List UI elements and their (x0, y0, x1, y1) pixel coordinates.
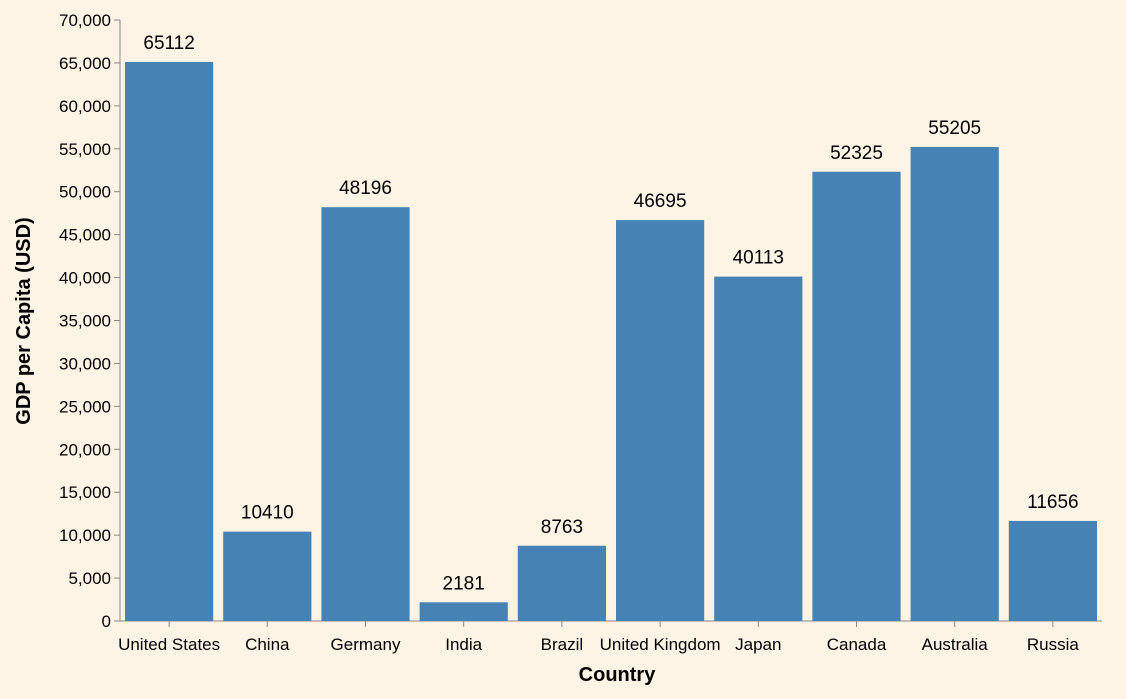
x-tick-label: Japan (735, 635, 781, 654)
y-tick-label: 50,000 (59, 183, 111, 202)
y-tick-label: 10,000 (59, 526, 111, 545)
y-tick-label: 0 (102, 612, 111, 631)
data-label: 55205 (928, 118, 981, 139)
data-label: 65112 (143, 33, 194, 54)
y-tick-label: 60,000 (59, 97, 111, 116)
x-tick-label: India (445, 635, 482, 654)
bar (223, 531, 312, 621)
y-tick-label: 20,000 (59, 440, 111, 459)
y-tick-label: 45,000 (59, 226, 111, 245)
x-axis-title: Country (579, 664, 657, 686)
x-tick-label: Russia (1027, 635, 1080, 654)
bar (714, 276, 803, 621)
y-tick-label: 30,000 (59, 354, 111, 373)
y-tick-label: 25,000 (59, 397, 111, 416)
bars-group (125, 61, 1097, 622)
bar (419, 602, 508, 621)
bar (616, 220, 705, 621)
y-tick-label: 70,000 (59, 11, 111, 30)
x-tick-label: United States (118, 635, 220, 654)
bar (1008, 520, 1097, 621)
x-tick-label: Canada (827, 635, 887, 654)
data-label: 10410 (241, 503, 294, 524)
y-tick-label: 40,000 (59, 269, 111, 288)
data-label: 8763 (541, 517, 583, 538)
y-tick-label: 35,000 (59, 312, 111, 331)
y-axis-title: GDP per Capita (USD) (13, 217, 35, 424)
data-label: 48196 (339, 178, 392, 199)
y-tick-label: 15,000 (59, 483, 111, 502)
x-tick-label: Brazil (541, 635, 584, 654)
data-label: 2181 (443, 573, 485, 594)
x-tick-label: Germany (331, 635, 401, 654)
data-label: 46695 (634, 191, 687, 212)
data-label: 11656 (1027, 492, 1078, 513)
x-tick-label: United Kingdom (600, 635, 721, 654)
x-tick-label: Australia (922, 635, 989, 654)
data-label: 40113 (733, 248, 784, 269)
bar (321, 207, 410, 621)
bar (517, 545, 606, 621)
bar (910, 147, 999, 622)
y-tick-label: 55,000 (59, 140, 111, 159)
data-labels-group: 65112 10410 48196 2181 8763 46695 40113 52325 55… (143, 33, 1078, 594)
bar (125, 61, 214, 621)
bar (812, 171, 901, 621)
data-label: 52325 (830, 143, 883, 164)
x-axis: United States China Germany India Brazil Unit… (118, 620, 1102, 654)
x-tick-label: China (245, 635, 290, 654)
y-axis: 0 5,000 10,000 15,000 20,000 25,000 30,000 35,0… (59, 11, 121, 631)
y-tick-label: 65,000 (59, 54, 111, 73)
y-tick-label: 5,000 (68, 569, 111, 588)
